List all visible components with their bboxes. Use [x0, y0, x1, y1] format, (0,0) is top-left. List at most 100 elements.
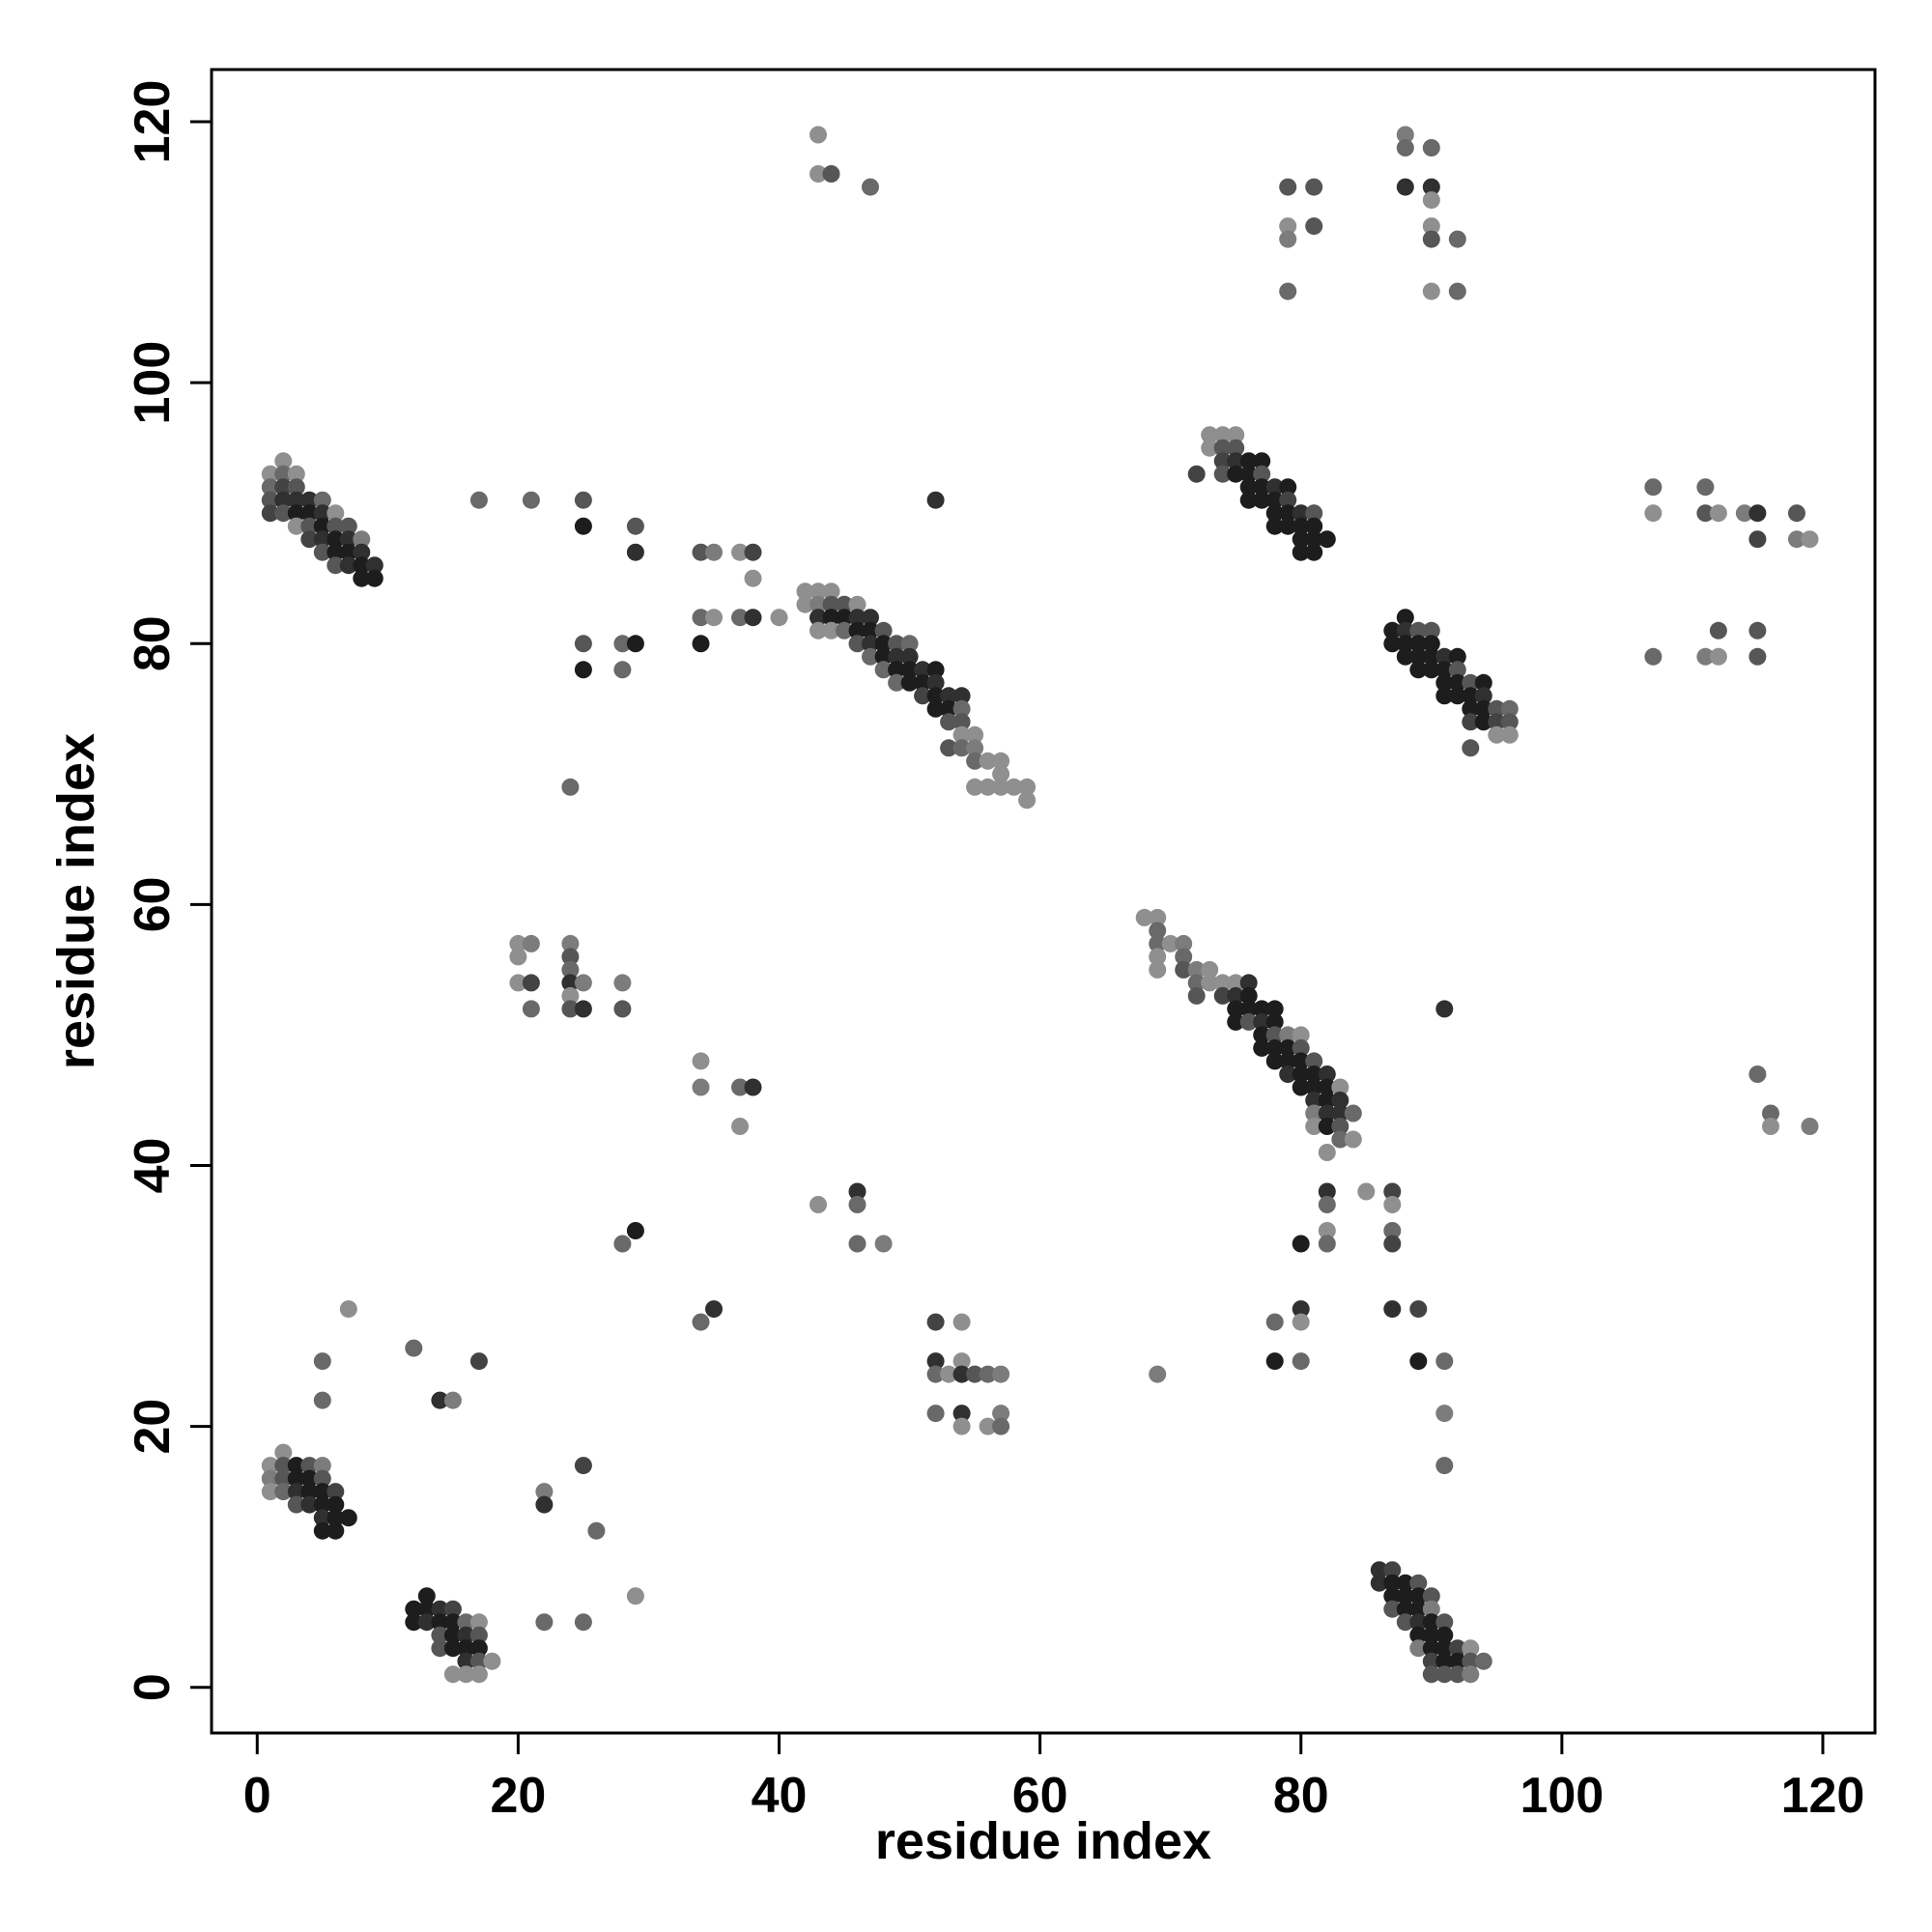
contact-point: [443, 1613, 462, 1632]
contact-point: [1788, 504, 1805, 523]
contact-point: [1344, 1130, 1362, 1149]
contact-point: [940, 713, 958, 731]
contact-point: [535, 1613, 554, 1632]
contact-point: [574, 635, 592, 653]
contact-point: [417, 1600, 436, 1618]
contact-point: [1462, 713, 1480, 731]
contact-point: [888, 635, 906, 653]
contact-point: [1265, 1000, 1284, 1018]
contact-point: [1331, 1092, 1350, 1109]
contact-point: [313, 491, 331, 509]
contact-point: [327, 517, 345, 535]
contact-point: [1396, 1574, 1414, 1592]
contact-point: [1500, 725, 1519, 744]
y-tick-label: 20: [125, 1399, 181, 1455]
contact-point: [261, 1469, 279, 1488]
contact-point: [1318, 1078, 1336, 1096]
contact-point: [874, 647, 893, 666]
contact-point: [561, 948, 580, 966]
contact-point: [287, 478, 305, 497]
contact-point: [1357, 1182, 1376, 1201]
contact-point: [952, 687, 971, 705]
contact-point: [848, 1182, 867, 1201]
contact-point: [522, 934, 540, 952]
contact-point: [1187, 465, 1206, 483]
contact-point: [952, 1352, 971, 1371]
contact-point: [327, 530, 345, 549]
contact-point: [1435, 1626, 1454, 1644]
contact-point: [940, 739, 958, 757]
contact-point: [1422, 1626, 1440, 1644]
contact-point: [966, 752, 984, 770]
contact-point: [1383, 1561, 1402, 1579]
contact-point: [862, 647, 879, 666]
contact-point: [952, 725, 971, 744]
y-tick-label: 80: [125, 615, 181, 671]
contact-point: [1396, 126, 1414, 144]
contact-point: [535, 1495, 554, 1514]
contact-point: [744, 609, 762, 627]
contact-point: [848, 1235, 867, 1253]
contact-point: [1448, 1665, 1466, 1684]
contact-point: [1383, 1300, 1402, 1319]
contact-point: [561, 1000, 580, 1018]
contact-point: [1500, 713, 1519, 731]
contact-point: [1149, 922, 1167, 940]
contact-point: [1318, 1144, 1336, 1161]
contact-point: [287, 504, 305, 523]
contact-point: [587, 1521, 606, 1540]
contact-point: [1422, 230, 1440, 248]
contact-point: [287, 1457, 305, 1475]
contact-point: [1253, 1026, 1271, 1044]
contact-point: [705, 543, 723, 561]
contact-point: [1201, 426, 1219, 444]
contact-point: [1318, 1092, 1336, 1109]
contact-point: [287, 491, 305, 509]
contact-point: [952, 713, 971, 731]
contact-point: [1187, 986, 1206, 1005]
contact-point: [469, 1613, 488, 1632]
contact-point: [1474, 713, 1492, 731]
contact-point: [1239, 974, 1258, 992]
contact-point: [1239, 478, 1258, 497]
contact-point: [1227, 1012, 1245, 1031]
contact-point: [914, 673, 932, 692]
contact-point: [522, 1000, 540, 1018]
contact-point: [1488, 725, 1506, 744]
contact-point: [1279, 217, 1297, 236]
contact-point: [1383, 1222, 1402, 1239]
contact-point: [1396, 1587, 1414, 1605]
contact-point: [1748, 530, 1767, 549]
contact-point: [574, 974, 592, 992]
contact-point: [862, 609, 879, 627]
contact-point: [1279, 230, 1297, 248]
contact-point: [1435, 1613, 1454, 1632]
contact-point: [1253, 1000, 1271, 1018]
contact-point: [274, 465, 293, 483]
contact-point: [1474, 687, 1492, 705]
contact-point: [1265, 1313, 1284, 1331]
contact-point: [900, 647, 919, 666]
y-tick-label: 40: [125, 1138, 181, 1194]
contact-point: [1696, 504, 1715, 523]
contact-point: [561, 778, 580, 796]
contact-point: [1396, 647, 1414, 666]
y-tick-label: 100: [125, 341, 181, 425]
contact-point: [405, 1613, 423, 1632]
contact-point: [979, 1365, 997, 1383]
contact-point: [1396, 621, 1414, 639]
contact-point: [509, 948, 527, 966]
contact-point: [1305, 504, 1323, 523]
contact-point: [431, 1391, 449, 1409]
contact-point: [848, 595, 867, 613]
contact-point: [613, 661, 632, 679]
contact-point: [1644, 504, 1662, 523]
contact-point: [431, 1626, 449, 1644]
contact-point: [1279, 504, 1297, 523]
contact-point: [1422, 139, 1440, 156]
contact-point: [1435, 673, 1454, 692]
contact-point: [443, 1391, 462, 1409]
contact-point: [836, 621, 853, 639]
contact-point: [417, 1613, 436, 1632]
contact-point: [405, 1600, 423, 1618]
